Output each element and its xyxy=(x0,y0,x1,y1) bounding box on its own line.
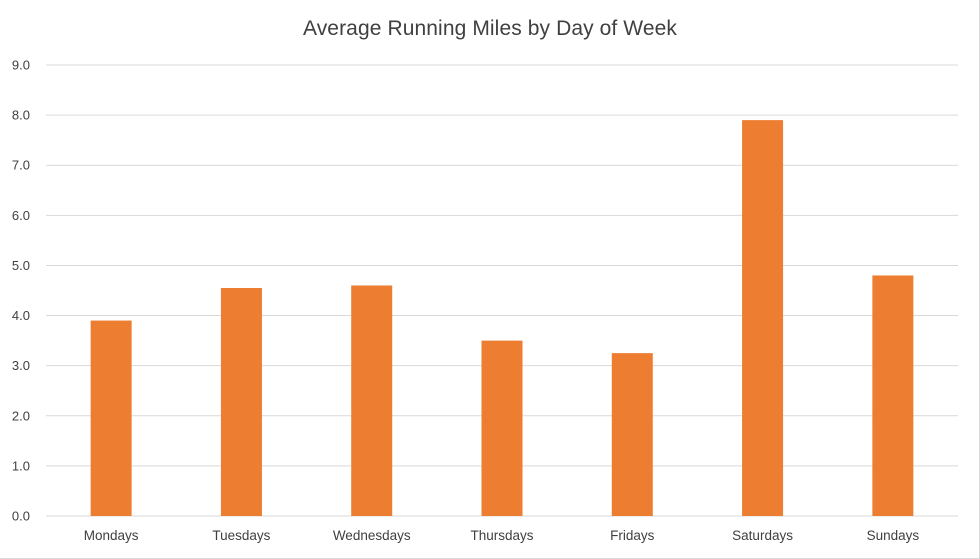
x-category-label: Fridays xyxy=(610,528,655,543)
bar-tuesdays xyxy=(220,287,262,516)
x-category-label: Saturdays xyxy=(732,528,793,543)
x-category-label: Wednesdays xyxy=(333,528,411,543)
y-tick-label: 6.0 xyxy=(12,208,30,223)
y-tick-label: 5.0 xyxy=(12,258,30,273)
x-category-label: Thursdays xyxy=(470,528,533,543)
y-tick-label: 1.0 xyxy=(12,458,30,473)
y-axis-ticks: 0.0 1.0 2.0 3.0 4.0 5.0 6.0 7.0 8.0 9.0 xyxy=(12,58,30,524)
y-tick-label: 0.0 xyxy=(12,509,30,524)
bar-saturdays xyxy=(742,120,784,516)
bar-wednesdays xyxy=(351,285,393,516)
bar-sundays xyxy=(872,275,914,516)
y-tick-label: 7.0 xyxy=(12,158,30,173)
bars xyxy=(90,120,914,516)
x-category-label: Sundays xyxy=(867,528,920,543)
x-axis-categories: Mondays Tuesdays Wednesdays Thursdays Friday… xyxy=(84,528,920,543)
bar-mondays xyxy=(90,320,132,516)
y-tick-label: 8.0 xyxy=(12,108,30,123)
y-tick-label: 9.0 xyxy=(12,58,30,73)
bar-fridays xyxy=(611,353,653,516)
y-tick-label: 2.0 xyxy=(12,408,30,423)
y-tick-label: 4.0 xyxy=(12,308,30,323)
x-category-label: Mondays xyxy=(84,528,139,543)
y-tick-label: 3.0 xyxy=(12,358,30,373)
bar-thursdays xyxy=(481,340,523,516)
chart-title: Average Running Miles by Day of Week xyxy=(302,17,677,40)
x-category-label: Tuesdays xyxy=(212,528,270,543)
